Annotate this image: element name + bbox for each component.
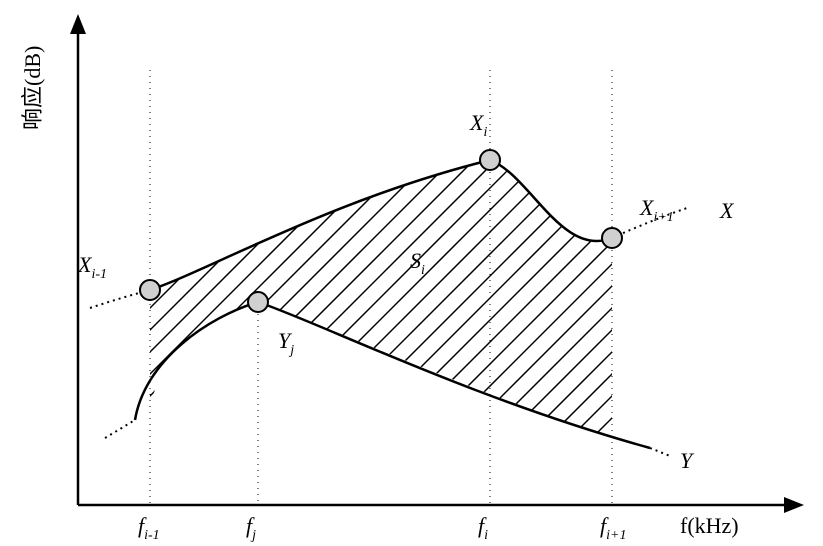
curve-x bbox=[150, 160, 612, 290]
svg-text:Xi: Xi bbox=[469, 110, 487, 140]
chart-svg: fi-1fjfifi+1 响应(dB) f(kHz) X Y Si Xi-1Xi… bbox=[0, 0, 823, 546]
marker-labels: Xi-1 Xi Xi+1 Yj bbox=[77, 110, 674, 358]
svg-text:Xi+1: Xi+1 bbox=[639, 195, 674, 225]
curve-y-label: Y bbox=[680, 448, 695, 473]
curve-y-left-extension bbox=[105, 420, 135, 438]
svg-text:fi+1: fi+1 bbox=[600, 513, 626, 543]
region-label: Si bbox=[410, 248, 425, 278]
y-axis-label: 响应(dB) bbox=[20, 46, 45, 130]
vertical-guides bbox=[150, 70, 612, 505]
curve-y bbox=[135, 302, 650, 448]
curve-x-label: X bbox=[719, 198, 735, 223]
svg-text:Yj: Yj bbox=[278, 328, 294, 358]
chart-container: fi-1fjfifi+1 响应(dB) f(kHz) X Y Si Xi-1Xi… bbox=[0, 0, 823, 546]
curve-y-right-extension bbox=[650, 448, 670, 456]
tick-labels: fi-1 fj fi fi+1 bbox=[138, 513, 626, 543]
svg-text:fi: fi bbox=[478, 513, 488, 543]
hatched-region bbox=[0, 50, 823, 546]
x-axis-label: f(kHz) bbox=[680, 513, 739, 538]
svg-text:Xi-1: Xi-1 bbox=[77, 252, 107, 282]
svg-text:fi-1: fi-1 bbox=[138, 513, 160, 543]
svg-text:fj: fj bbox=[246, 513, 256, 543]
region-outline bbox=[150, 160, 612, 438]
